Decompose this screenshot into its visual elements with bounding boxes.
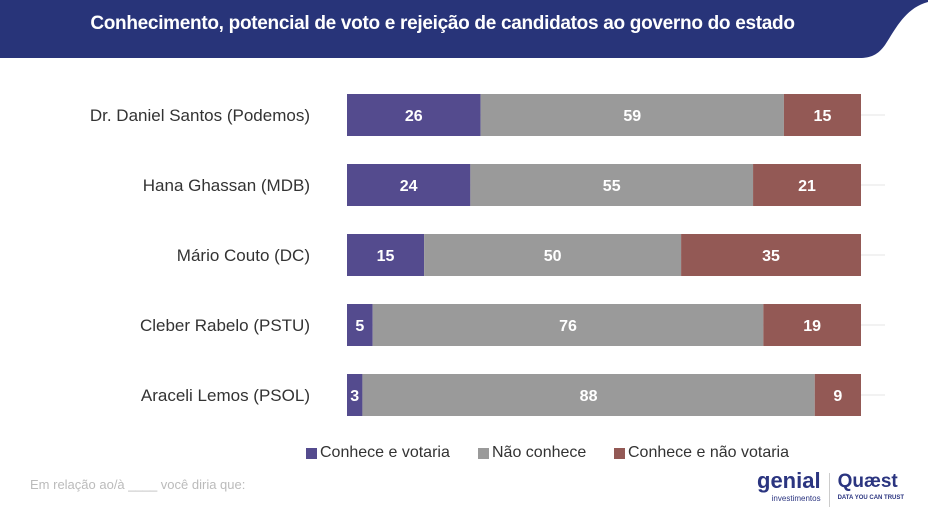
legend-label: Conhece e votaria [320, 444, 450, 461]
bar-segment [763, 304, 861, 346]
data-label: 76 [559, 318, 577, 335]
bar-segment [753, 164, 861, 206]
data-label: 24 [400, 178, 418, 195]
bar-segment [347, 94, 481, 136]
data-label: 15 [377, 248, 395, 265]
bar-segment [362, 374, 815, 416]
logos: genial investimentos Quæst DATA YOU CAN TR… [757, 468, 904, 508]
data-label: 19 [803, 318, 821, 335]
category-label: Cleber Rabelo (PSTU) [140, 316, 310, 335]
data-label: 50 [544, 248, 562, 265]
bar-segment [347, 234, 425, 276]
data-label: 3 [350, 388, 359, 405]
legend-item-nao-votaria: Conhece e não votaria [614, 444, 789, 462]
legend-swatch [478, 447, 489, 459]
legend-swatch [614, 447, 625, 459]
bar-segment [480, 94, 784, 136]
title-banner [0, 0, 928, 58]
quaest-logo: Quæst DATA YOU CAN TRUST [828, 472, 904, 507]
data-label: 21 [798, 178, 816, 195]
chart-title: Conhecimento, potencial de voto e rejeiç… [90, 13, 795, 34]
data-label: 15 [814, 108, 832, 125]
legend-item-votaria: Conhece e votaria [306, 444, 450, 462]
data-label: 26 [405, 108, 423, 125]
bar-segment [347, 164, 471, 206]
bar-segment [814, 374, 861, 416]
bar-segment [424, 234, 682, 276]
data-label: 55 [603, 178, 621, 195]
data-label: 88 [580, 388, 598, 405]
data-label: 5 [355, 318, 364, 335]
category-label: Araceli Lemos (PSOL) [141, 386, 310, 405]
bar-segment [372, 304, 764, 346]
category-label: Hana Ghassan (MDB) [143, 176, 310, 195]
data-label: 59 [623, 108, 641, 125]
category-label: Dr. Daniel Santos (Podemos) [90, 106, 310, 125]
legend-swatch [306, 447, 317, 459]
data-label: 35 [762, 248, 780, 265]
bar-segment [783, 94, 861, 136]
category-label: Mário Couto (DC) [177, 246, 310, 265]
bar-segment [347, 304, 373, 346]
legend-label: Não conhece [492, 444, 587, 461]
data-label: 9 [833, 388, 842, 405]
legend-item-nao-conhece: Não conhece [478, 444, 586, 462]
bar-segment [470, 164, 754, 206]
footnote: Em relação ao/à ____ você diria que: [30, 477, 246, 492]
bar-segment [347, 374, 363, 416]
legend-label: Conhece e não votaria [628, 444, 789, 461]
bar-segment [681, 234, 861, 276]
genial-logo: genial investimentos [757, 468, 821, 504]
